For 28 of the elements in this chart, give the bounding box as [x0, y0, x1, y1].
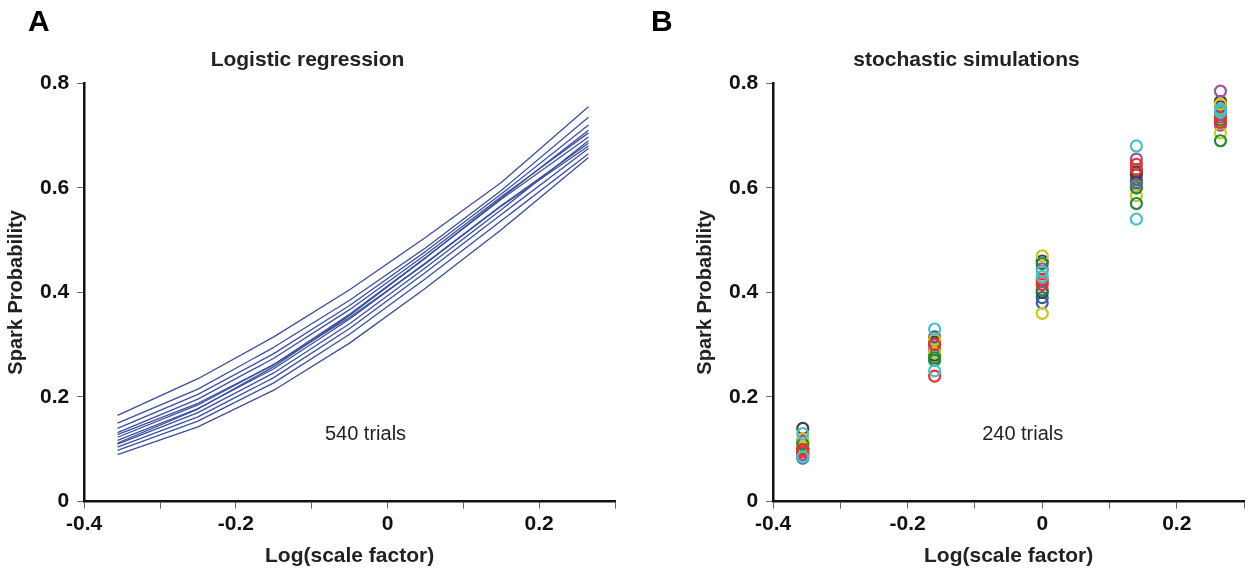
chart-title: Logistic regression — [210, 47, 405, 71]
y-tick-label: 0 — [57, 488, 70, 512]
y-tick-label: 0 — [746, 488, 759, 512]
y-tick-label: 0.6 — [39, 174, 70, 198]
y-tick-label: 0.4 — [39, 279, 70, 303]
text: B — [651, 4, 673, 38]
y-axis-title: Spark Probability — [3, 209, 26, 375]
x-tick-label: -0.2 — [889, 511, 926, 534]
x-axis-title: Log(scale factor) — [923, 543, 1094, 567]
y-axis-title: Spark Probability — [692, 209, 715, 375]
x-tick-label: -0.4 — [755, 511, 792, 534]
annotation: 540 trials — [324, 422, 407, 445]
x-tick-label: -0.4 — [66, 511, 103, 534]
x-tick-label: 0.2 — [1162, 511, 1192, 534]
y-tick-label: 0.2 — [728, 383, 759, 407]
y-tick-label: 0.4 — [728, 279, 759, 303]
x-axis-title: Log(scale factor) — [264, 543, 435, 567]
x-tick-label: 0.2 — [524, 511, 554, 534]
annotation: 240 trials — [982, 422, 1064, 445]
y-tick-label: 0.8 — [39, 70, 70, 93]
x-tick-label: -0.2 — [217, 511, 254, 534]
text: A — [28, 4, 50, 38]
x-tick-label: 0 — [1036, 511, 1049, 534]
y-tick-label: 0.8 — [728, 70, 759, 93]
x-tick-label: 0 — [381, 511, 394, 534]
y-tick-label: 0.2 — [39, 383, 70, 407]
y-tick-label: 0.6 — [728, 174, 759, 198]
chart-title: stochastic simulations — [853, 47, 1080, 71]
